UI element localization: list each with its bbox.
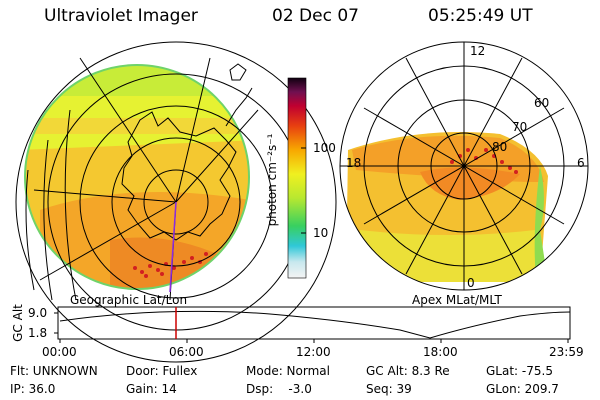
status-gain: Gain: 14 bbox=[126, 382, 177, 396]
date-label: 02 Dec 07 bbox=[272, 6, 359, 26]
status-filter: Flt: UNKNOWN bbox=[10, 364, 98, 378]
status-dsp: Dsp: -3.0 bbox=[246, 382, 312, 396]
altitude-curve bbox=[59, 310, 571, 339]
colorbar-tick-10: 10 bbox=[313, 226, 329, 240]
mlt-label-right: 6 bbox=[577, 156, 585, 170]
colorbar-tick-100: 100 bbox=[313, 141, 336, 155]
mlat-label-80: 80 bbox=[492, 140, 508, 154]
mlt-label-top: 12 bbox=[470, 44, 486, 58]
colorbar-unit-label: photon cm⁻²s⁻¹ bbox=[265, 133, 279, 227]
apex-grid bbox=[339, 41, 589, 291]
mlt-label-left: 18 bbox=[346, 156, 362, 170]
status-gc-alt: GC Alt: 8.3 Re bbox=[366, 364, 450, 378]
status-glon: GLon: 209.7 bbox=[486, 382, 559, 396]
status-glat: GLat: -75.5 bbox=[486, 364, 553, 378]
status-seq: Seq: 39 bbox=[366, 382, 412, 396]
apex-image bbox=[346, 132, 548, 282]
altitude-xtick-2359: 23:59 bbox=[549, 345, 584, 359]
mlat-label-60: 60 bbox=[534, 96, 550, 110]
instrument-title: Ultraviolet Imager bbox=[44, 6, 198, 26]
altitude-ytick-1-8: 1.8 bbox=[28, 326, 48, 340]
altitude-ytick-9: 9.0 bbox=[28, 306, 48, 320]
altitude-xtick-1200: 12:00 bbox=[296, 345, 331, 359]
altitude-ylabel: GC Alt bbox=[11, 304, 25, 342]
geographic-grid bbox=[15, 41, 337, 363]
time-label: 05:25:49 UT bbox=[428, 6, 533, 26]
colorbar bbox=[287, 77, 307, 279]
mlat-label-70: 70 bbox=[512, 120, 528, 134]
status-mode: Mode: Normal bbox=[246, 364, 330, 378]
status-ip: IP: 36.0 bbox=[10, 382, 56, 396]
mlt-label-bottom: 0 bbox=[467, 276, 475, 290]
right-panel-caption: Apex MLat/MLT bbox=[412, 293, 502, 307]
altitude-xtick-1800: 18:00 bbox=[423, 345, 458, 359]
altitude-xtick-0600: 06:00 bbox=[169, 345, 204, 359]
left-panel-caption: Geographic Lat/Lon bbox=[70, 293, 188, 307]
status-door: Door: Fullex bbox=[126, 364, 198, 378]
altitude-xtick-0000: 00:00 bbox=[42, 345, 77, 359]
